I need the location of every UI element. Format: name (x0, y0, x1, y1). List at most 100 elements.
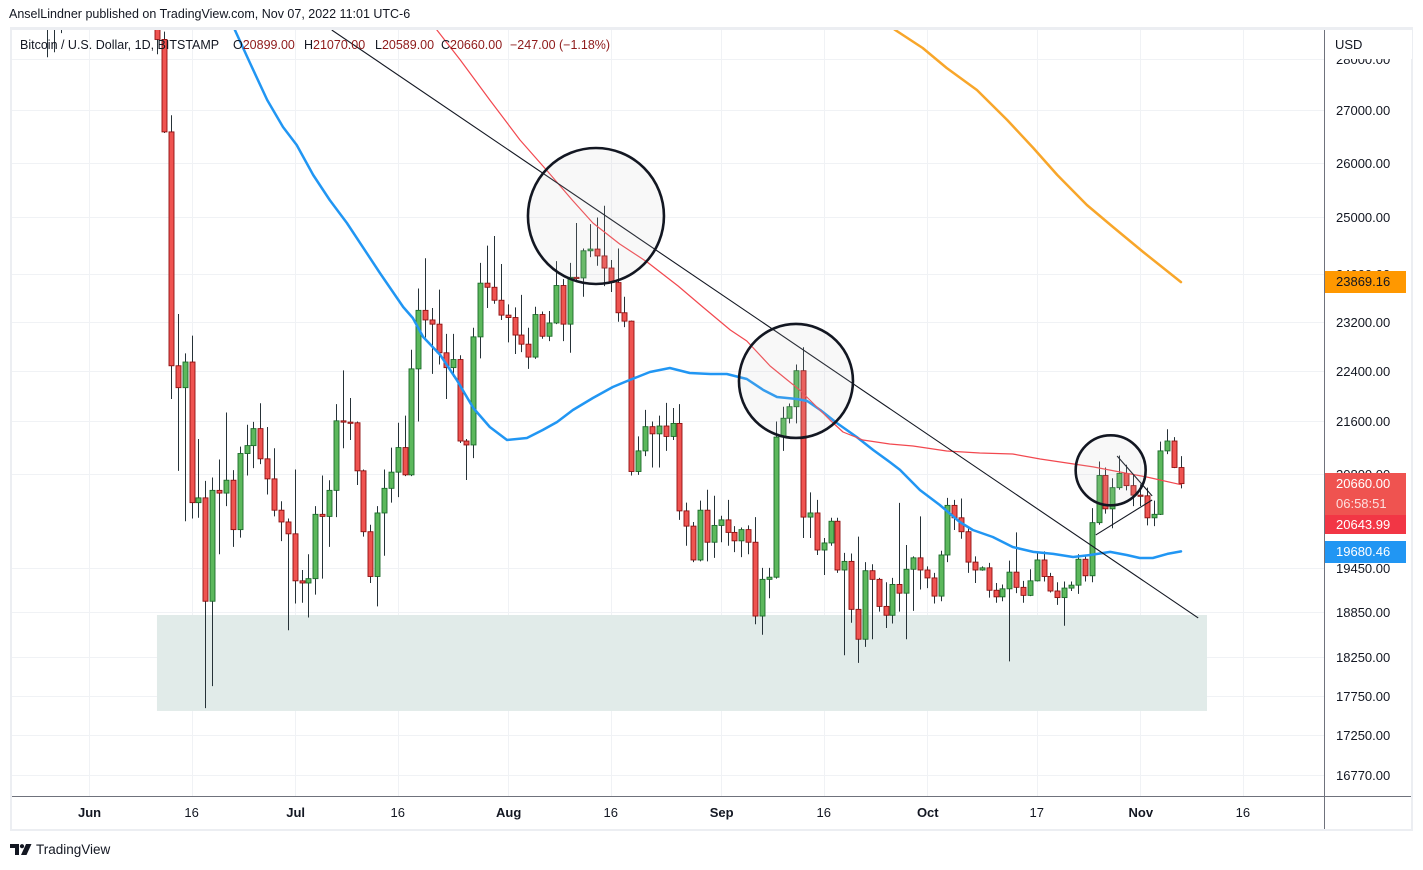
tradingview-brand[interactable]: TradingView (10, 842, 110, 857)
candle-body-up (553, 285, 560, 324)
candle-body-up (1164, 440, 1171, 452)
candle (285, 518, 292, 631)
candle-body-down (539, 314, 546, 337)
candle-body-down (876, 578, 883, 607)
candle (642, 409, 649, 457)
price-axis[interactable]: USD 16770.00 17250.00 17750.00 18250.00 1885… (1325, 30, 1412, 796)
candle-body-up (759, 578, 766, 617)
candle-body-down (347, 421, 354, 424)
candle-body-down (731, 531, 738, 542)
candle (1061, 581, 1068, 626)
legend-high: H21070.00 (304, 38, 365, 52)
candle-body-up (312, 513, 319, 580)
candle-body-down (924, 569, 931, 579)
zones-layer (156, 614, 1207, 711)
candle-body-down (525, 343, 532, 358)
candle (388, 447, 395, 503)
candle-body-down (340, 420, 347, 423)
candle-body-down (986, 567, 993, 591)
candle (202, 480, 209, 709)
legend-symbol: Bitcoin / U.S. Dollar, 1D, BITSTAMP (20, 38, 220, 52)
candle-body-down (1054, 590, 1061, 599)
candle-body-up (477, 282, 484, 338)
candle (518, 294, 525, 353)
candle-body-up (546, 322, 553, 337)
candle (175, 313, 182, 471)
orange-ma-price-badge: 23869.16 (1325, 271, 1406, 293)
candle (594, 217, 601, 266)
candle-body-down (615, 282, 622, 314)
highlight-circle-aug[interactable] (526, 146, 666, 286)
chart-plot-area[interactable] (12, 30, 1324, 796)
candle (903, 545, 910, 640)
candle (670, 407, 677, 440)
candle-body-up (807, 512, 814, 518)
candle-body-down (814, 512, 821, 551)
candle-body-up (532, 314, 539, 358)
highlight-circle-oct[interactable] (1074, 433, 1147, 507)
candle (621, 296, 628, 328)
candle-body-down (649, 426, 656, 435)
legend-open: O20899.00 (233, 38, 295, 52)
legend-close-value: 20660.00 (450, 38, 503, 52)
candle (615, 248, 622, 322)
candle-body-up (718, 519, 725, 526)
candle (807, 492, 814, 539)
descending-trendline[interactable] (331, 30, 1199, 619)
candle-body-down (683, 510, 690, 527)
candle-body-down (354, 422, 361, 472)
candle-body-down (175, 365, 182, 389)
candle (580, 248, 587, 297)
pennant-lower-line[interactable] (1095, 499, 1153, 536)
candle (1054, 582, 1061, 605)
candle (704, 489, 711, 562)
time-tick-label: 16 (184, 805, 199, 820)
candle-body-down (189, 361, 196, 504)
price-tick-label: 25000.00 (1336, 210, 1391, 226)
price-tick-label: 27000.00 (1336, 103, 1391, 119)
candle (257, 403, 264, 465)
moving-average-blue-line (233, 30, 1183, 560)
candle (477, 262, 484, 359)
candle (429, 307, 436, 374)
candle-body-up (408, 368, 415, 476)
candle-body-up (1096, 475, 1103, 524)
candle (924, 566, 931, 589)
legend-open-value: 20899.00 (242, 38, 295, 52)
candle-body-up (1151, 513, 1158, 519)
candle-body-down (621, 312, 628, 322)
price-tick-label: 23200.00 (1336, 314, 1391, 330)
candle (889, 577, 896, 624)
drawings-layer (331, 30, 1199, 619)
candle (230, 470, 237, 547)
time-axis[interactable]: Jun 16 Jul 16 Aug 16 Sep 16 Oct 17 Nov 16 (12, 797, 1324, 830)
candle-body-up (999, 588, 1006, 598)
candle-body-down (271, 478, 278, 511)
candle-body-down (278, 509, 285, 523)
candle-body-down (1041, 559, 1048, 577)
pennant-upper-line[interactable] (1116, 455, 1153, 497)
candle (505, 304, 512, 343)
candle (498, 263, 505, 320)
highlight-circle-sep[interactable] (737, 322, 855, 440)
candle (1082, 554, 1089, 582)
candle-body-down (628, 320, 635, 472)
time-tick-label: 16 (1235, 805, 1251, 820)
candle-body-down (1171, 440, 1178, 468)
support-zone[interactable] (156, 614, 1207, 711)
candle-body-down (745, 529, 752, 543)
candle (876, 577, 883, 612)
candle-body-up (766, 576, 773, 580)
candle-body-up (223, 479, 230, 494)
candle (319, 475, 326, 579)
candle (573, 223, 580, 281)
candle-body-up (828, 520, 835, 544)
price-tick-label: 21600.00 (1336, 414, 1391, 430)
candle (154, 30, 161, 55)
candle-body-up (195, 497, 202, 504)
moving-average-red-line (436, 30, 1182, 486)
candle (360, 469, 367, 537)
candle-body-up (333, 420, 340, 491)
candle-body-down (690, 525, 697, 561)
time-tick-label: Nov (1128, 805, 1154, 820)
